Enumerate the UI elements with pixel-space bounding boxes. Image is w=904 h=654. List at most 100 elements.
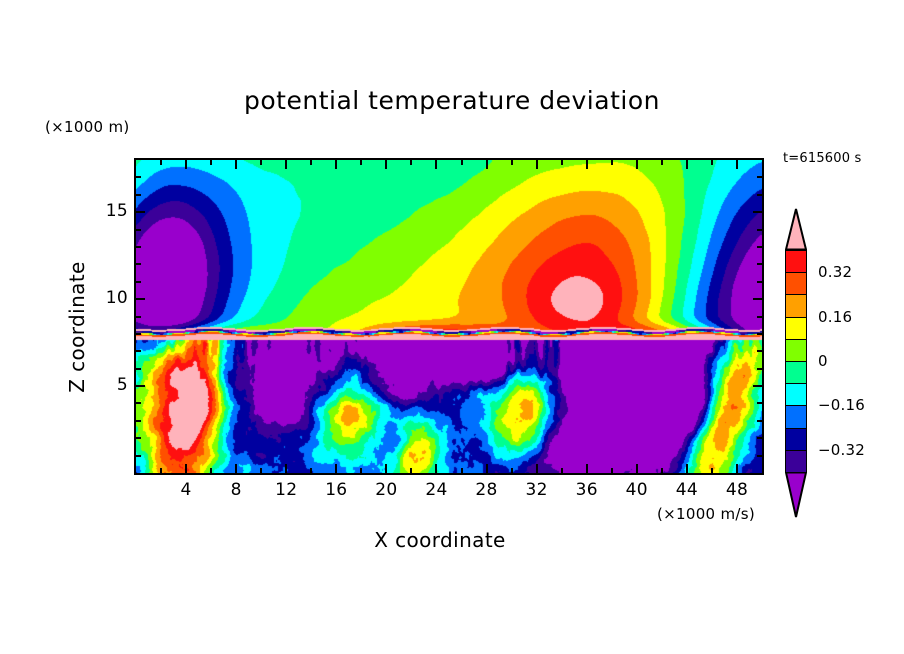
x-tick-label: 20 (375, 480, 398, 500)
x-tick-label: 32 (525, 480, 548, 500)
tick-mark (611, 468, 613, 473)
colorbar-swatch (785, 427, 807, 451)
tick-mark (561, 160, 563, 165)
colorbar-swatch (785, 272, 807, 296)
tick-mark (757, 402, 762, 404)
tick-mark (461, 468, 463, 473)
tick-mark (757, 194, 762, 196)
x-tick-label: 16 (325, 480, 348, 500)
tick-mark (736, 464, 738, 473)
tick-mark (757, 176, 762, 178)
colorbar-tick-label: −0.16 (818, 396, 865, 415)
tick-mark (711, 160, 713, 165)
colorbar-swatch (785, 294, 807, 318)
tick-mark (753, 211, 762, 213)
tick-mark (136, 211, 145, 213)
colorbar-swatch (785, 316, 807, 340)
tick-mark (136, 455, 141, 457)
x-tick-label: 48 (725, 480, 749, 500)
x-axis-units: (×1000 m/s) (657, 505, 755, 523)
tick-mark (410, 468, 412, 473)
tick-mark (235, 464, 237, 473)
tick-mark (757, 229, 762, 231)
tick-mark (136, 316, 141, 318)
tick-mark (586, 160, 588, 169)
tick-mark (686, 464, 688, 473)
tick-mark (435, 464, 437, 473)
colorbar-tick-label: 0.16 (818, 307, 853, 326)
tick-mark (136, 368, 141, 370)
tick-mark (636, 160, 638, 169)
tick-mark (385, 160, 387, 169)
contour-plot-area (134, 158, 764, 475)
colorbar-swatch (785, 338, 807, 363)
x-tick-label: 8 (230, 480, 242, 500)
colorbar-cap-bottom (784, 471, 808, 522)
tick-mark (185, 160, 187, 169)
tick-mark (757, 420, 762, 422)
tick-mark (160, 160, 162, 165)
x-axis-label: X coordinate (374, 528, 506, 552)
tick-mark (385, 464, 387, 473)
tick-mark (136, 263, 141, 265)
tick-mark (136, 229, 141, 231)
tick-mark (285, 464, 287, 473)
y-tick-label: 10 (105, 288, 128, 309)
tick-mark (757, 368, 762, 370)
colorbar-swatch (785, 361, 807, 385)
colorbar-swatch (785, 383, 807, 407)
tick-mark (136, 402, 141, 404)
tick-mark (360, 160, 362, 165)
colorbar-swatch (785, 405, 807, 429)
tick-mark (711, 468, 713, 473)
tick-mark (160, 468, 162, 473)
colorbar (784, 208, 808, 518)
tick-mark (757, 316, 762, 318)
y-tick-label: 5 (116, 375, 128, 396)
tick-mark (636, 464, 638, 473)
colorbar-tick-label: 0 (818, 352, 828, 370)
x-tick-label: 24 (425, 480, 448, 500)
colorbar-tick-label: −0.32 (818, 440, 865, 459)
x-tick-label: 28 (475, 480, 498, 500)
x-tick-label: 12 (275, 480, 298, 500)
tick-mark (435, 160, 437, 169)
tick-mark (686, 160, 688, 169)
page-title: potential temperature deviation (244, 86, 660, 115)
tick-mark (611, 160, 613, 165)
tick-mark (310, 468, 312, 473)
tick-mark (136, 420, 141, 422)
tick-mark (661, 160, 663, 165)
tick-mark (561, 468, 563, 473)
tick-mark (136, 333, 141, 335)
tick-mark (136, 176, 141, 178)
tick-mark (260, 468, 262, 473)
tick-mark (757, 350, 762, 352)
tick-mark (136, 194, 141, 196)
x-tick-label: 44 (675, 480, 698, 500)
time-annotation: t=615600 s (783, 151, 862, 166)
tick-mark (185, 464, 187, 473)
tick-mark (136, 385, 145, 387)
tick-mark (285, 160, 287, 169)
tick-mark (136, 437, 141, 439)
y-axis-units: (×1000 m) (45, 118, 130, 136)
tick-mark (136, 281, 141, 283)
y-axis-label: Z coordinate (65, 261, 89, 393)
tick-mark (310, 160, 312, 165)
colorbar-tick-label: 0.32 (818, 263, 853, 282)
tick-mark (511, 160, 513, 165)
tick-mark (757, 281, 762, 283)
x-tick-label: 4 (180, 480, 192, 500)
tick-mark (335, 160, 337, 169)
tick-mark (661, 468, 663, 473)
tick-mark (757, 263, 762, 265)
x-tick-label: 40 (625, 480, 648, 500)
tick-mark (586, 464, 588, 473)
tick-mark (360, 468, 362, 473)
tick-mark (486, 160, 488, 169)
x-tick-label: 36 (575, 480, 598, 500)
tick-mark (753, 385, 762, 387)
tick-mark (410, 160, 412, 165)
